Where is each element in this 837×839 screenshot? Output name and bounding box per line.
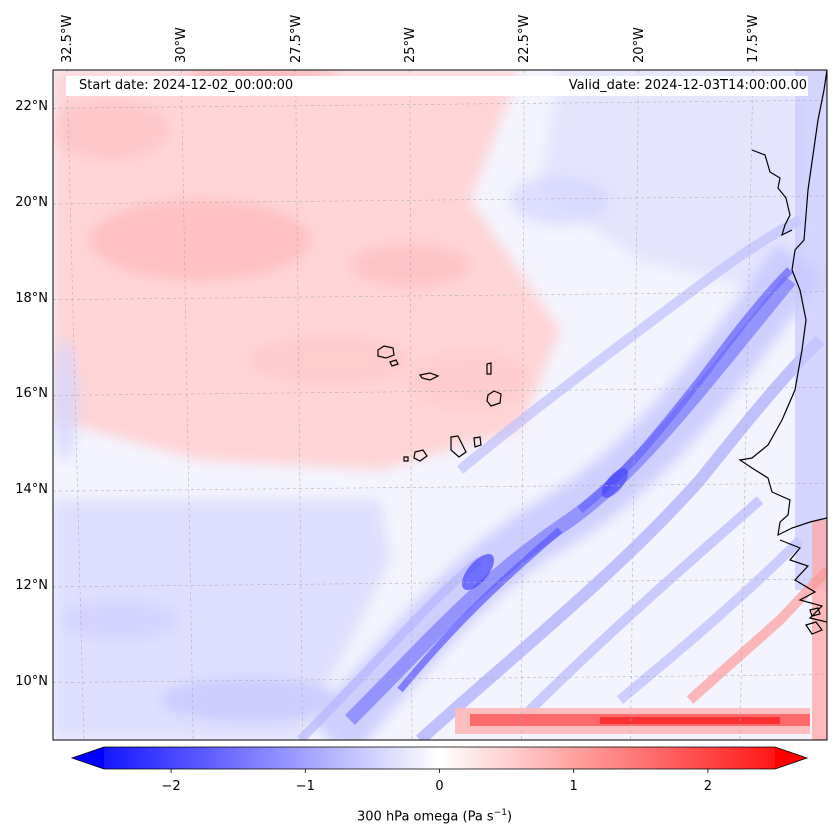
colorbar-label-exponent: −1	[493, 808, 507, 818]
longitude-tick-label: 27.5°W	[288, 14, 304, 63]
colorbar-label: 300 hPa omega (Pa s−1)	[357, 808, 513, 825]
latitude-tick-label: 22°N	[15, 99, 48, 115]
meridian-line	[295, 70, 303, 740]
meridian-line	[180, 70, 194, 740]
date-banner	[66, 76, 808, 96]
latitude-tick-label: 12°N	[15, 577, 48, 593]
island-santo-antao	[377, 345, 395, 359]
western-sahara-cape	[751, 149, 793, 237]
positive-omega-region	[53, 70, 560, 470]
latitude-tick-label: 16°N	[15, 386, 48, 402]
colorbar-max-extend	[775, 747, 807, 769]
longitude-tick-label: 30°W	[174, 27, 190, 63]
island-sal	[486, 362, 492, 375]
island-sao-vicente	[389, 359, 399, 367]
colorbar-tick-label: 1	[569, 779, 578, 794]
rising-motion-bands	[296, 215, 825, 740]
colorbar-tick-label: 0	[435, 779, 444, 794]
graticule	[53, 70, 827, 740]
latitude-tick-label: 14°N	[15, 482, 48, 498]
island-brava	[403, 456, 409, 462]
longitude-tick-label: 25°W	[402, 27, 418, 63]
island-fogo	[413, 449, 428, 462]
island-santiago	[450, 435, 467, 458]
colorbar-min-extend	[72, 747, 104, 769]
island-sao-nicolau	[419, 372, 440, 381]
colorbar-body	[72, 747, 807, 769]
bijagos-islands	[805, 607, 823, 635]
latitude-tick-label: 20°N	[15, 195, 48, 210]
island-boa-vista	[486, 390, 502, 407]
island-maio	[473, 436, 482, 448]
map-frame	[52, 69, 828, 741]
coastline	[377, 70, 827, 635]
meridian-line	[739, 70, 754, 740]
latitude-tick-label: 10°N	[15, 673, 48, 689]
longitude-tick-label: 32.5°W	[59, 14, 75, 63]
africa-coastline-inlets	[779, 539, 827, 623]
longitude-tick-label: 17.5°W	[745, 14, 761, 63]
colorbar	[70, 746, 809, 773]
africa-coastline	[738, 70, 827, 537]
omega-field	[53, 70, 827, 740]
start-date-label: Start date: 2024-12-02_00:00:00	[79, 78, 294, 93]
longitude-tick-label: 22.5°W	[517, 14, 533, 63]
meridian-line	[409, 70, 413, 740]
southern-boundary-band	[455, 708, 810, 734]
valid-date-label: Valid_date: 2024-12-03T14:00:00.00	[568, 78, 807, 93]
meridian-line	[520, 70, 525, 740]
colorbar-tick-label: −1	[295, 779, 315, 794]
meridian-line	[66, 70, 85, 740]
meridian-line	[630, 70, 639, 740]
colorbar-ticks	[170, 769, 709, 773]
eastern-boundary-band	[686, 70, 827, 740]
longitude-tick-label: 20°W	[631, 27, 647, 63]
colorbar-tick-label: −2	[161, 779, 181, 794]
latitude-tick-label: 18°N	[15, 290, 48, 306]
colorbar-tick-label: 2	[703, 779, 713, 794]
